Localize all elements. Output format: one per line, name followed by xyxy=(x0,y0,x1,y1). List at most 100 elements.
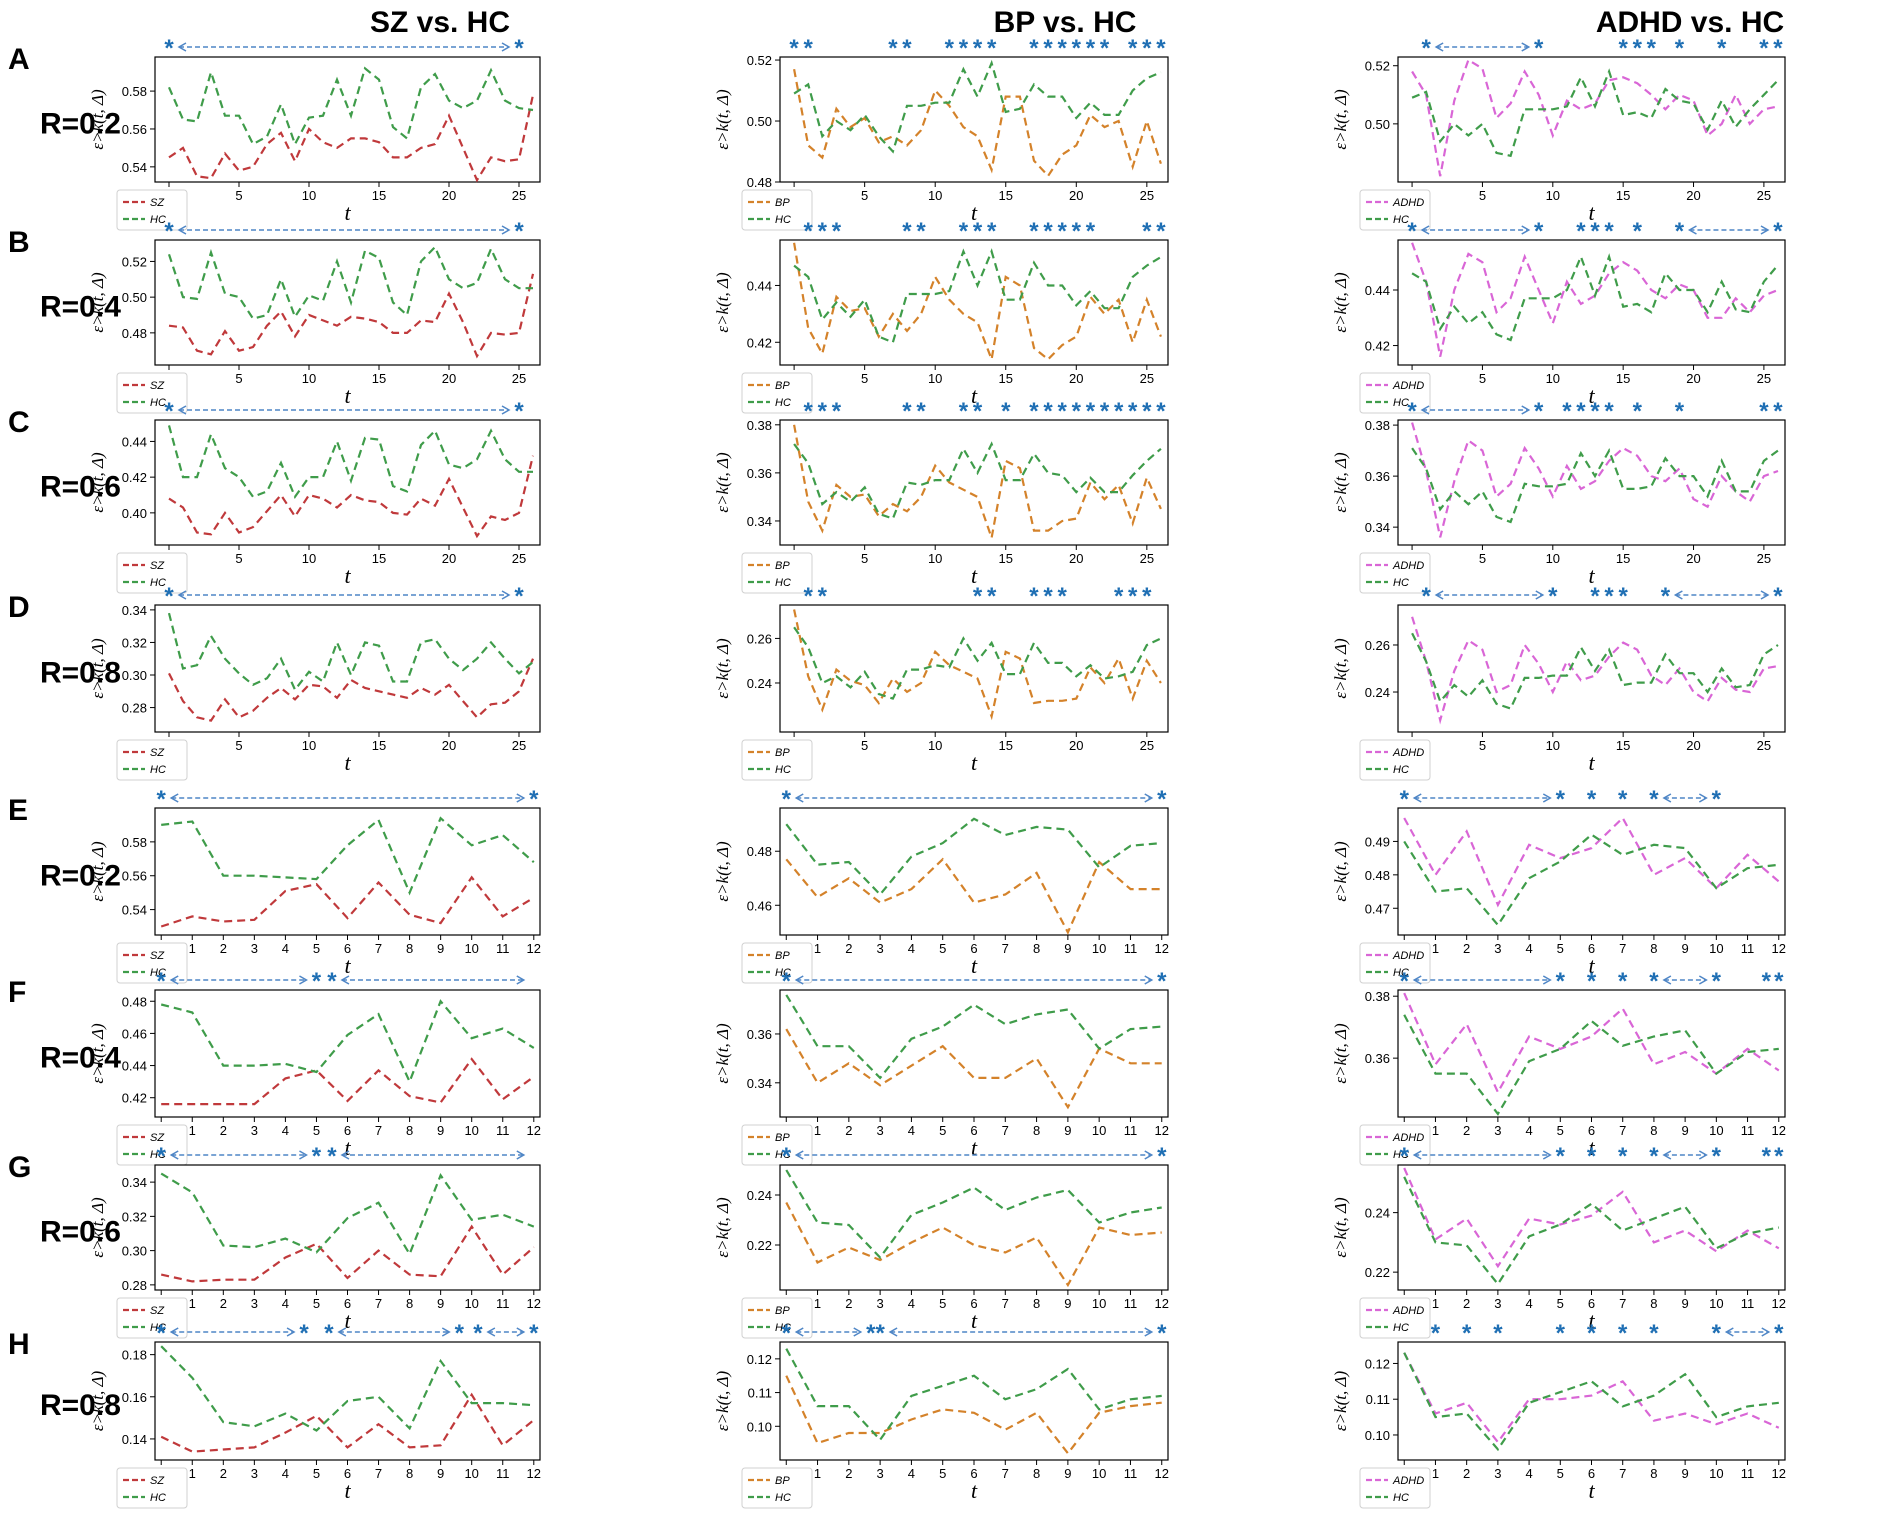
legend-label-bp: BP xyxy=(775,1475,790,1487)
sig-star: * xyxy=(1043,583,1053,610)
x-tick-label: 10 xyxy=(1546,738,1560,753)
series-group xyxy=(1403,992,1780,1116)
sig-star: * xyxy=(916,398,926,425)
sig-arrow-head-left xyxy=(794,793,804,803)
series-group xyxy=(167,425,535,539)
x-tick-label: 12 xyxy=(1155,941,1169,956)
series-line-hc xyxy=(785,994,1162,1080)
x-tick-label: 7 xyxy=(1619,1466,1626,1481)
sig-star: * xyxy=(1576,398,1586,425)
x-tick-label: 8 xyxy=(1650,1466,1657,1481)
x-tick-label: 6 xyxy=(970,941,977,956)
sig-arrow-head-left xyxy=(1434,590,1444,600)
sig-star: * xyxy=(1400,968,1410,995)
x-tick-label: 25 xyxy=(1140,551,1154,566)
x-tick-label: 5 xyxy=(1557,1296,1564,1311)
series-group xyxy=(785,1348,1162,1456)
x-tick-label: 12 xyxy=(527,1123,541,1138)
x-tick-label: 10 xyxy=(1092,1296,1106,1311)
series-line-hc xyxy=(793,248,1162,344)
x-tick-label: 20 xyxy=(1069,371,1083,386)
sig-star: * xyxy=(1431,1320,1441,1347)
row-letter: D xyxy=(8,591,30,624)
y-tick-label: 0.11 xyxy=(748,1386,772,1401)
x-tick-label: 8 xyxy=(406,1466,413,1481)
plot-frame xyxy=(1397,604,1786,733)
row-r-label: R=0.6 xyxy=(40,471,121,504)
sig-star: * xyxy=(1029,218,1039,245)
legend: SZ HC xyxy=(116,552,188,594)
series-line-hc xyxy=(1411,632,1779,710)
y-tick-label: 0.10 xyxy=(747,1419,772,1434)
x-tick-label: 20 xyxy=(442,188,456,203)
series-group xyxy=(1411,242,1779,357)
sig-star: * xyxy=(157,1320,167,1347)
y-axis-label: ε>k(t, Δ) xyxy=(1331,1197,1350,1258)
x-tick-label: 5 xyxy=(861,188,868,203)
y-tick-label: 0.22 xyxy=(747,1238,772,1253)
series-line-hc xyxy=(1411,253,1779,342)
legend-label-bp: BP xyxy=(775,747,790,759)
x-axis-label: t xyxy=(1588,563,1595,588)
x-tick-label: 7 xyxy=(1002,1123,1009,1138)
sig-star: * xyxy=(1587,968,1597,995)
sig-star: * xyxy=(1086,35,1096,62)
sig-star: * xyxy=(1712,968,1722,995)
legend-label-bp: BP xyxy=(775,1132,790,1144)
sig-star: * xyxy=(1649,1143,1659,1170)
legend-label-hc: HC xyxy=(775,1149,791,1161)
series-line-sz xyxy=(168,658,535,722)
legend-label-bp: BP xyxy=(775,560,790,572)
sig-star: * xyxy=(1762,968,1772,995)
x-tick-label: 25 xyxy=(1140,188,1154,203)
x-tick-label: 5 xyxy=(313,1123,320,1138)
sig-star: * xyxy=(1156,35,1166,62)
x-axis-label: t xyxy=(971,750,978,775)
x-tick-label: 2 xyxy=(220,1466,227,1481)
sig-star: * xyxy=(1043,35,1053,62)
y-tick-label: 0.26 xyxy=(1365,638,1390,653)
series-line-hc xyxy=(1403,1014,1779,1116)
x-tick-label: 5 xyxy=(861,551,868,566)
x-tick-label: 8 xyxy=(406,1123,413,1138)
sig-star: * xyxy=(1142,218,1152,245)
legend-label-hc: HC xyxy=(1393,214,1409,226)
x-tick-label: 10 xyxy=(1709,1123,1723,1138)
x-tick-label: 20 xyxy=(1069,188,1083,203)
x-tick-label: 2 xyxy=(845,1296,852,1311)
legend-label-hc: HC xyxy=(775,967,791,979)
sig-star: * xyxy=(1774,1143,1784,1170)
legend: ADHD HC xyxy=(1359,1467,1431,1509)
sig-star: * xyxy=(1029,398,1039,425)
x-tick-label: 4 xyxy=(908,1123,915,1138)
sig-star: * xyxy=(818,583,828,610)
sig-arrow-head-right xyxy=(299,1150,308,1160)
x-tick-label: 11 xyxy=(1124,1296,1138,1311)
sig-star: * xyxy=(1556,1143,1566,1170)
y-axis-label: ε>k(t, Δ) xyxy=(88,272,107,333)
x-tick-label: 4 xyxy=(908,1466,915,1481)
legend-label-hc: HC xyxy=(1393,577,1409,589)
sig-arrow-head-left xyxy=(177,225,187,235)
legend-label-hc: HC xyxy=(150,577,166,589)
legend-label-sz: SZ xyxy=(150,560,165,572)
sig-star: * xyxy=(157,1143,167,1170)
y-axis-label: ε>k(t, Δ) xyxy=(1331,638,1350,699)
x-tick-label: 2 xyxy=(220,1296,227,1311)
x-tick-label: 2 xyxy=(220,1123,227,1138)
sig-star: * xyxy=(959,218,969,245)
y-tick-label: 0.54 xyxy=(122,160,147,175)
sig-star: * xyxy=(1156,218,1166,245)
series-line-hc xyxy=(1411,447,1779,524)
series-group xyxy=(1403,1167,1780,1286)
legend: ADHD HC xyxy=(1359,942,1431,984)
sig-star: * xyxy=(312,1143,322,1170)
x-tick-label: 5 xyxy=(1557,1466,1564,1481)
y-tick-label: 0.56 xyxy=(122,122,147,137)
series-group xyxy=(1403,816,1780,927)
sig-star: * xyxy=(866,1320,876,1347)
x-tick-label: 3 xyxy=(251,941,258,956)
